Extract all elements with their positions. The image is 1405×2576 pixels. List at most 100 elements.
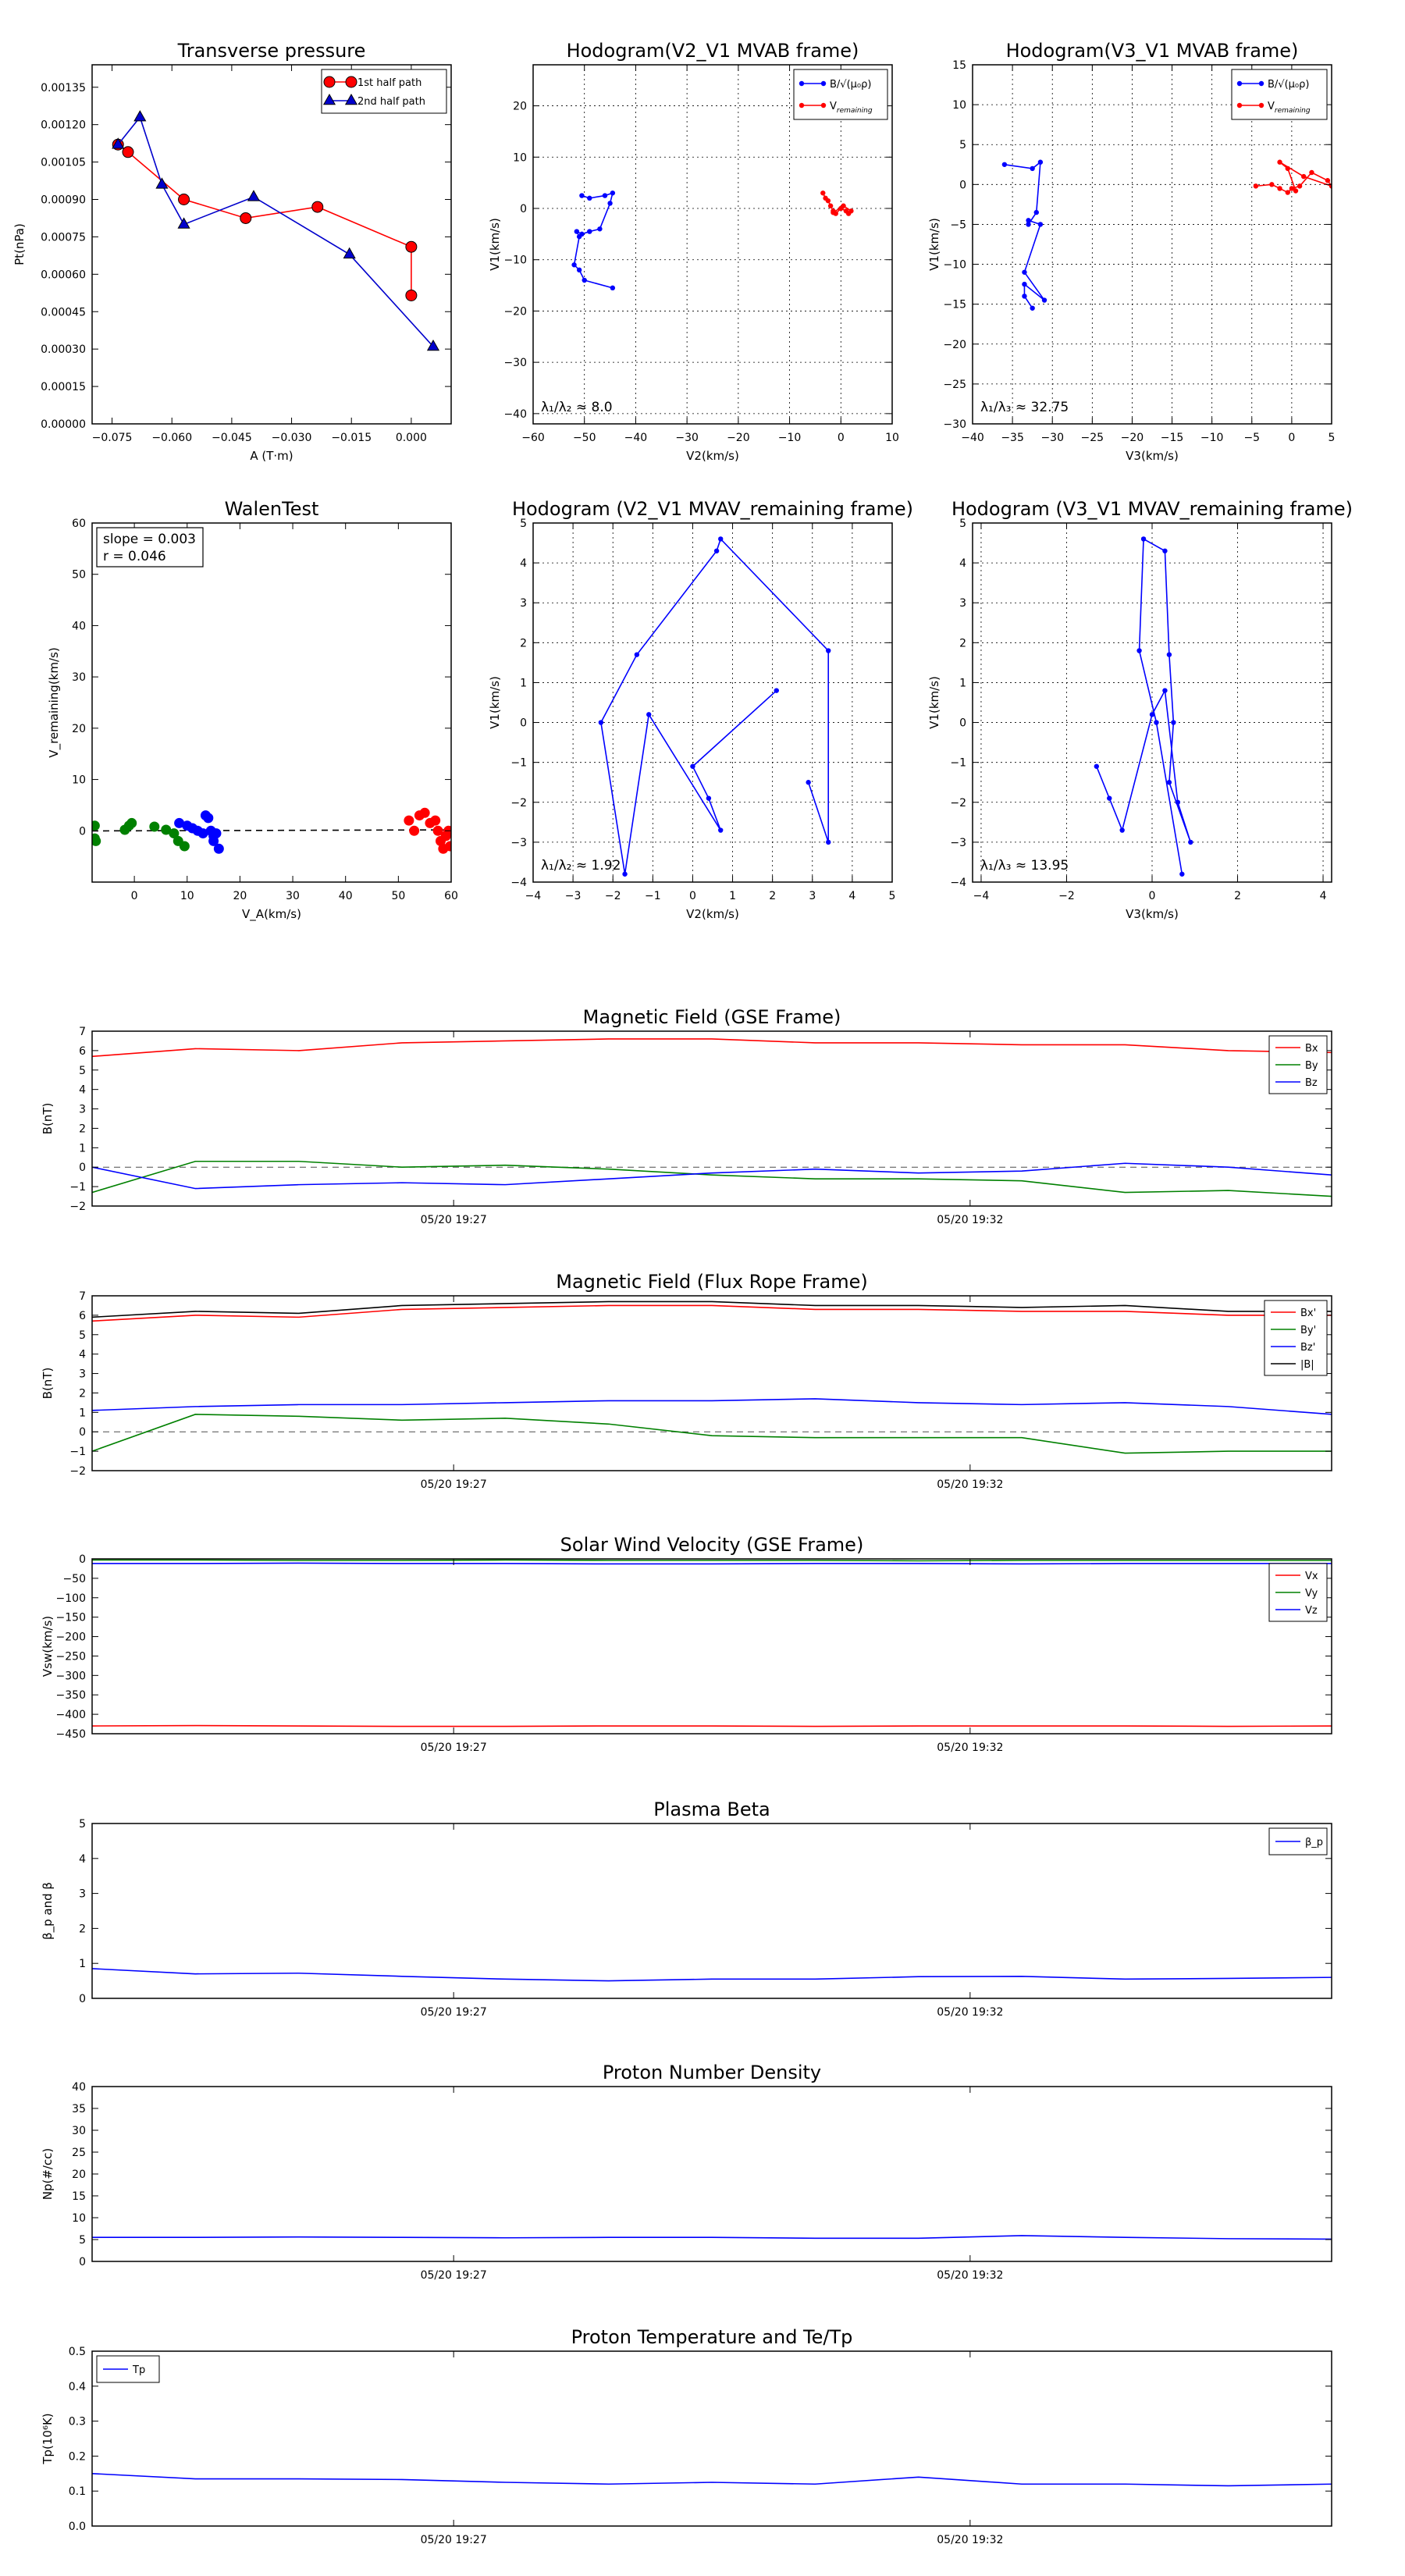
data-point xyxy=(92,835,101,846)
legend-label: Vx xyxy=(1305,1571,1318,1582)
y-tick-label: 20 xyxy=(513,101,527,113)
data-point xyxy=(133,110,147,122)
series-v-remaining xyxy=(1253,159,1332,195)
series-bz xyxy=(92,1162,1332,1190)
data-point xyxy=(1289,186,1295,191)
data-point xyxy=(1297,183,1303,189)
y-tick-label: 10 xyxy=(72,2212,86,2225)
x-axis-label: V2(km/s) xyxy=(686,907,739,921)
data-point xyxy=(405,240,418,253)
y-tick-label: 0.00060 xyxy=(41,269,86,281)
y-tick-label: 3 xyxy=(959,597,966,610)
chart-h2: Hodogram(V3_V1 MVAB frame) −30 −25 −20 −15 −1… xyxy=(927,40,1335,463)
series-line xyxy=(92,1724,1332,1727)
data-point xyxy=(343,247,356,259)
y-tick-label: 4 xyxy=(520,557,527,570)
y-tick-label: 0.00105 xyxy=(41,157,86,169)
data-point xyxy=(587,229,592,234)
y-tick-label: 30 xyxy=(72,671,86,684)
chart-np: Proton Number Density 0 5 10 15 20 25 30 35 40 05/… xyxy=(41,2062,1332,2282)
data-point xyxy=(587,195,592,201)
y-tick-label: 1 xyxy=(79,1958,86,1970)
x-tick-label: −0.030 xyxy=(272,432,312,444)
y-axis-label: Pt(nPa) xyxy=(12,223,27,265)
x-tick-label: −4 xyxy=(525,890,542,902)
data-point xyxy=(155,177,169,189)
series-line xyxy=(92,2235,1332,2240)
chart-title: Plasma Beta xyxy=(653,1799,770,1820)
y-tick-label: 0 xyxy=(79,1553,86,1566)
time-tick-label: 05/20 19:32 xyxy=(937,2269,1003,2282)
x-tick-label: −0.045 xyxy=(212,432,252,444)
legend-label: B/√(μ₀ρ) xyxy=(830,79,871,91)
chart-vsw: Solar Wind Velocity (GSE Frame) −450 −400 −… xyxy=(41,1534,1332,1754)
series-vx xyxy=(92,1724,1332,1727)
annotation-line: slope = 0.003 xyxy=(103,532,196,547)
data-point xyxy=(405,289,418,301)
x-tick-label: −10 xyxy=(778,432,802,444)
chart-beta: Plasma Beta 0 1 2 3 4 5 05/20 19:27 05/20 19:32 β… xyxy=(41,1799,1332,2019)
data-group xyxy=(112,110,440,351)
x-tick-label: −0.075 xyxy=(92,432,133,444)
chart-tp: Transverse pressure 0.00000 0.00015 0.00030… xyxy=(12,40,452,463)
legend-label: Vremaining xyxy=(1268,101,1311,115)
y-tick-label: −10 xyxy=(943,259,966,272)
y-tick-label: −2 xyxy=(69,1201,86,1213)
data-point xyxy=(1175,799,1181,805)
legend-box xyxy=(321,69,447,114)
x-tick-label: −60 xyxy=(521,432,545,444)
y-tick-label: −25 xyxy=(943,379,966,391)
fit-line xyxy=(91,829,452,832)
x-tick-label: −2 xyxy=(605,890,621,902)
series-line xyxy=(92,2473,1332,2487)
plot-frame xyxy=(91,2350,1332,2527)
x-tick-label: 20 xyxy=(233,890,247,902)
series-line xyxy=(600,537,830,874)
y-tick-label: 0 xyxy=(79,1162,86,1174)
series-vz xyxy=(92,1562,1332,1565)
series-v-remaining xyxy=(820,190,854,216)
data-point xyxy=(122,146,134,158)
data-point xyxy=(1285,190,1290,195)
data-point xyxy=(718,536,724,542)
legend-label: By' xyxy=(1300,1325,1316,1336)
x-tick-label: −2 xyxy=(1058,890,1075,902)
y-tick-label: 5 xyxy=(79,1065,86,1077)
x-tick-label: 3 xyxy=(809,890,816,902)
y-tick-label: −450 xyxy=(56,1728,86,1741)
data-point xyxy=(1026,222,1031,227)
legend-marker xyxy=(1258,80,1264,87)
series-line xyxy=(92,1300,1332,1318)
plot-frame xyxy=(91,1295,1332,1471)
chart-title: Hodogram (V3_V1 MVAV_remaining frame) xyxy=(951,498,1353,520)
data-point xyxy=(1179,871,1185,877)
series-bx xyxy=(92,1304,1332,1322)
legend-label: Bz' xyxy=(1300,1342,1315,1354)
series-line xyxy=(1096,538,1192,874)
y-tick-label: −350 xyxy=(56,1689,86,1702)
legend-marker xyxy=(322,93,336,105)
series-line xyxy=(117,116,434,347)
chart-h3: Hodogram (V2_V1 MVAV_remaining frame) −4 −… xyxy=(488,498,913,921)
chart-title: WalenTest xyxy=(225,498,319,520)
y-tick-label: 5 xyxy=(79,1818,86,1831)
x-tick-label: −40 xyxy=(624,432,648,444)
series-line xyxy=(92,1414,1332,1454)
y-tick-label: 1 xyxy=(79,1407,86,1419)
legend: β_p xyxy=(1268,1827,1328,1856)
y-axis-label: β_p and β xyxy=(41,1882,55,1940)
legend: Tp xyxy=(96,2355,160,2383)
y-axis-label: V_remaining(km/s) xyxy=(47,647,62,757)
data-point xyxy=(713,548,720,553)
y-tick-label: 0.00000 xyxy=(41,418,86,431)
y-tick-label: 15 xyxy=(952,59,966,72)
data-point xyxy=(582,277,587,283)
time-tick-label: 05/20 19:27 xyxy=(421,2534,487,2546)
y-tick-label: 25 xyxy=(72,2147,86,2159)
y-tick-label: −20 xyxy=(503,305,527,318)
chart-title: Hodogram (V2_V1 MVAV_remaining frame) xyxy=(512,498,913,520)
data-point xyxy=(1094,763,1100,769)
legend-marker xyxy=(820,102,827,109)
legend: 1st half path 2nd half path xyxy=(321,69,447,114)
annotation-line: r = 0.046 xyxy=(103,549,166,564)
